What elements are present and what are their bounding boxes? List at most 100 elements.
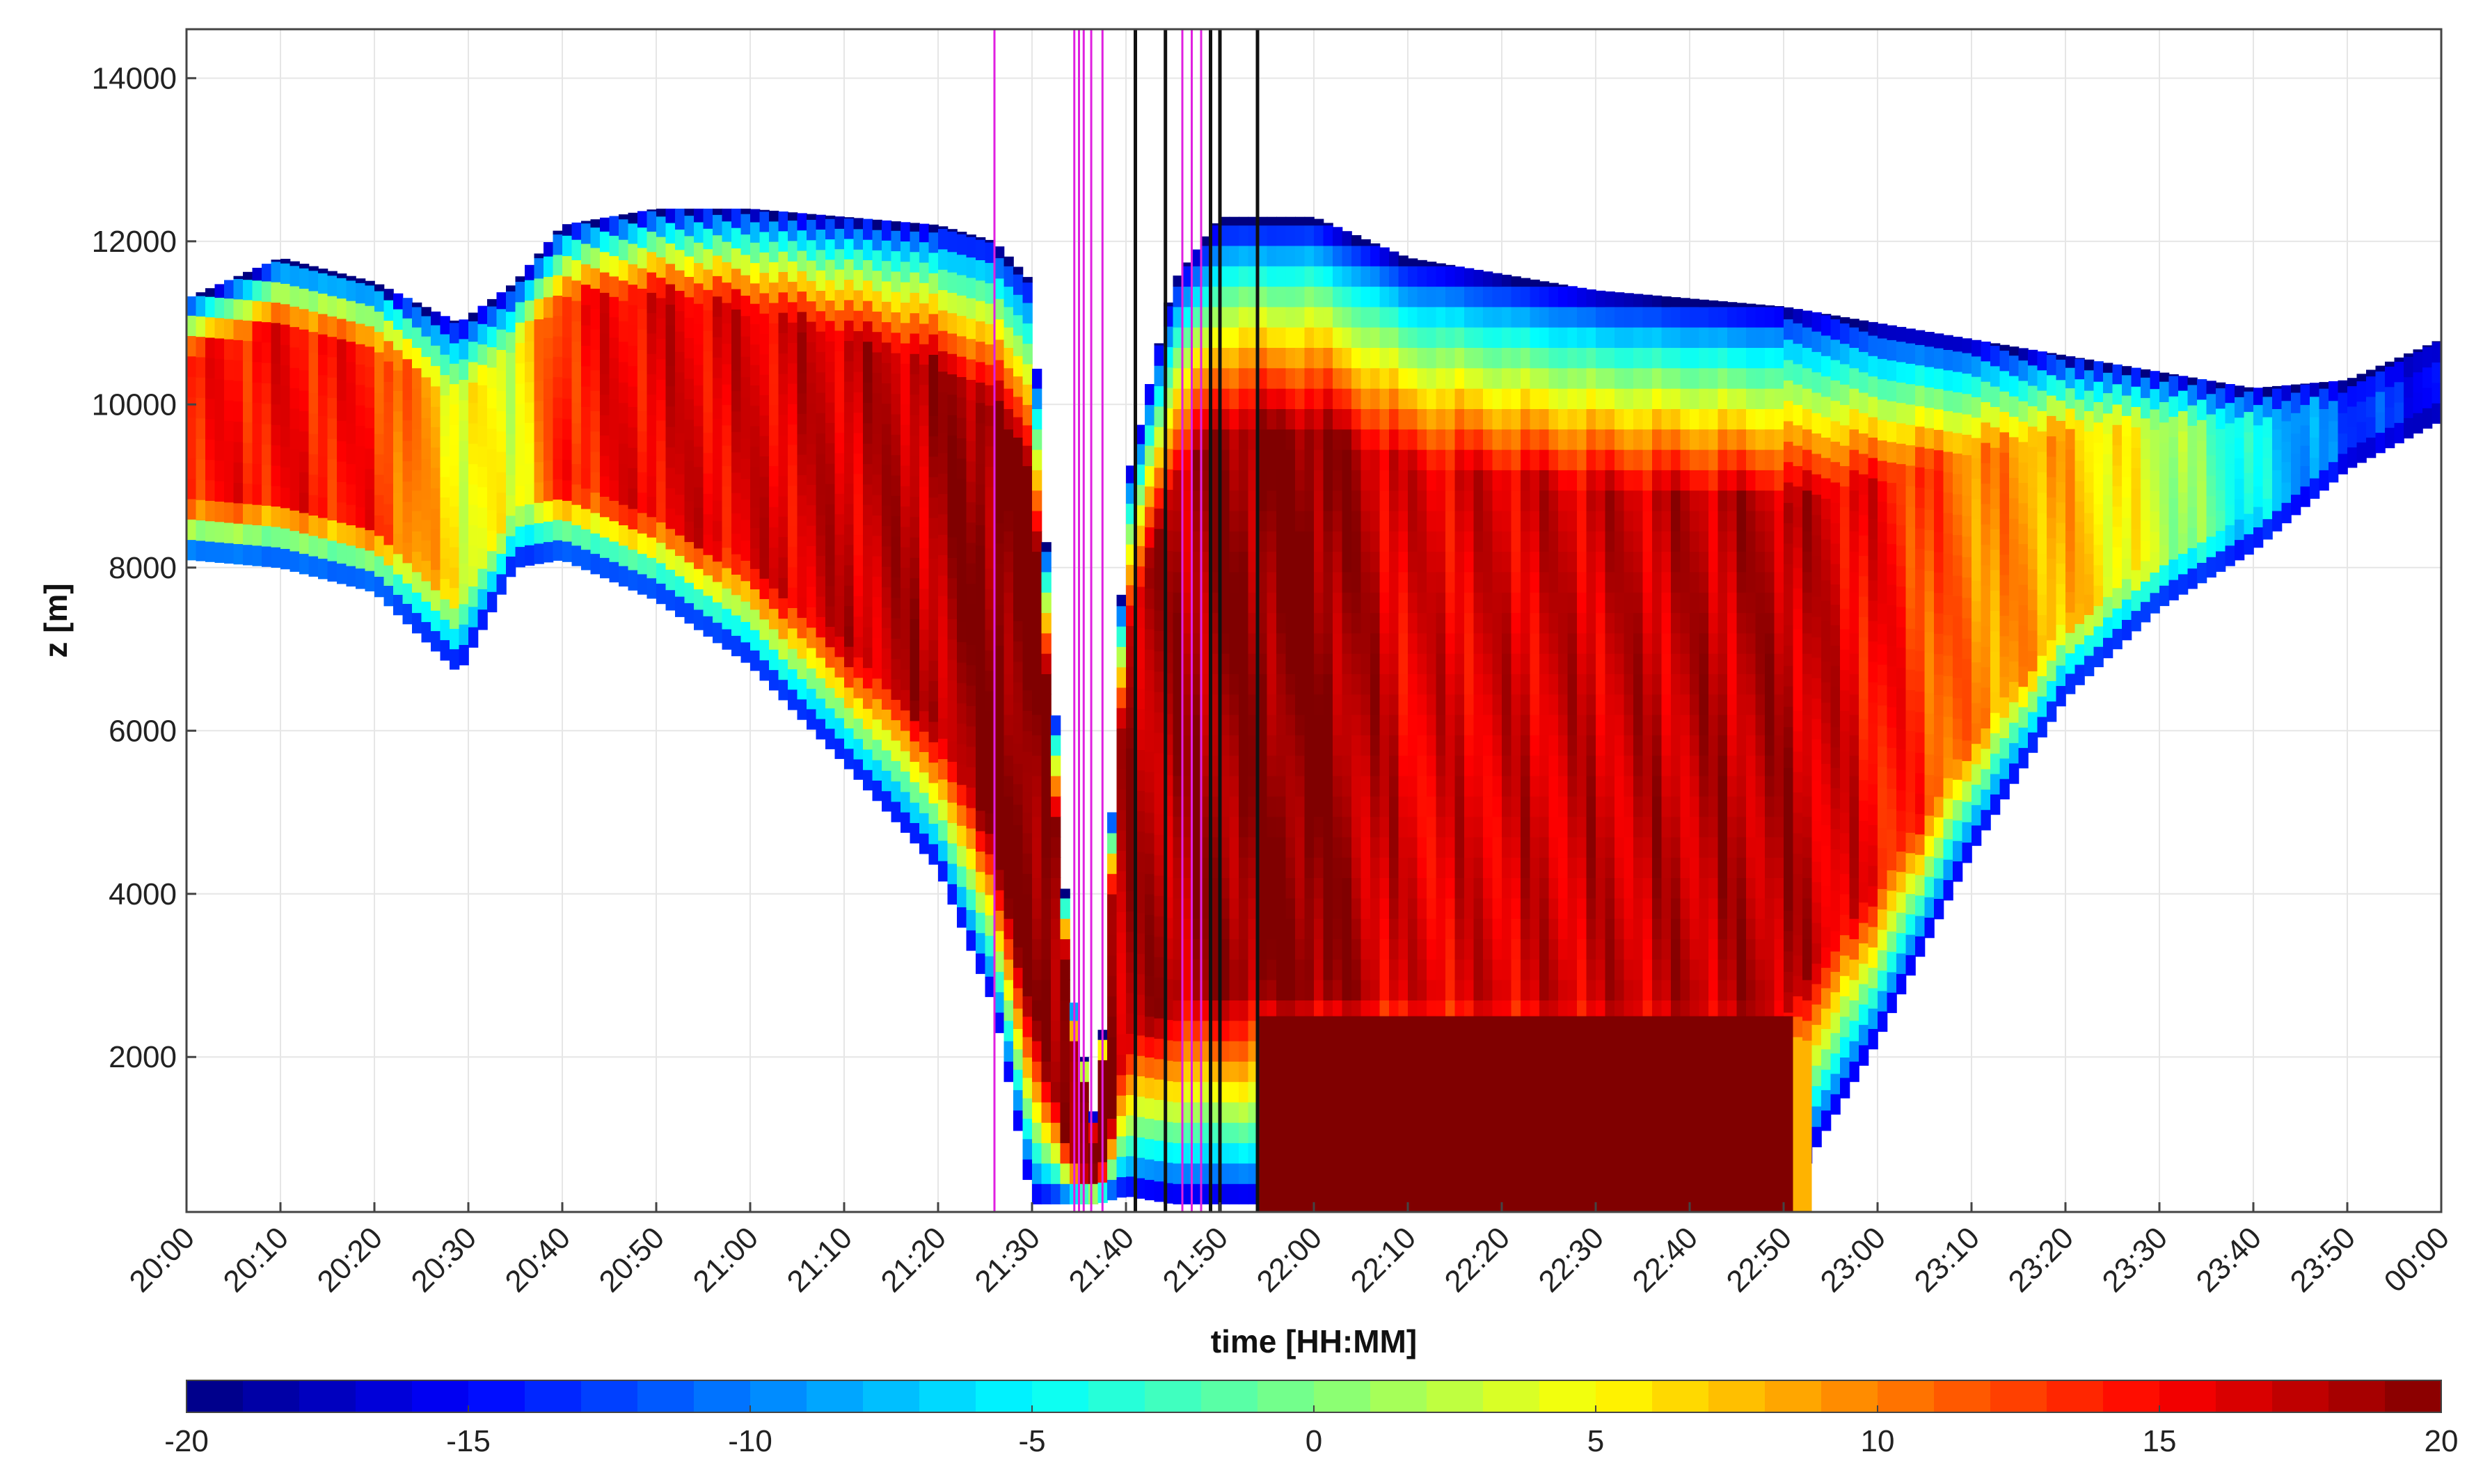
heat-cell: [1502, 408, 1512, 430]
heat-cell: [1182, 429, 1193, 450]
heat-cell: [788, 669, 798, 690]
heat-cell: [431, 569, 441, 591]
heat-cell: [383, 381, 394, 403]
heat-cell: [459, 583, 469, 605]
heat-cell: [919, 609, 930, 630]
heat-cell: [1154, 385, 1164, 407]
heat-cell: [957, 621, 967, 643]
heat-cell: [928, 843, 939, 865]
heat-cell: [1032, 1040, 1042, 1062]
heat-cell: [938, 412, 949, 433]
heat-cell: [1126, 992, 1136, 1014]
heat-cell: [1521, 632, 1531, 654]
heat-cell: [477, 506, 488, 528]
heat-cell: [1210, 490, 1221, 511]
heat-cell: [346, 422, 356, 444]
heat-cell: [994, 400, 1005, 422]
heat-cell: [788, 301, 798, 323]
heat-cell: [477, 364, 488, 385]
heat-cell: [985, 303, 995, 324]
heat-cell: [1182, 490, 1193, 511]
heat-cell: [1295, 510, 1306, 532]
heat-cell: [646, 394, 657, 415]
heat-cell: [1605, 653, 1615, 674]
heat-cell: [421, 601, 431, 623]
heat-cell: [1285, 286, 1296, 308]
heat-cell: [1652, 897, 1663, 919]
heat-cell: [928, 823, 939, 845]
heat-cell: [1577, 287, 1587, 308]
heat-cell: [1342, 571, 1352, 593]
heat-cell: [544, 399, 554, 420]
heat-cell: [1690, 632, 1700, 654]
heat-cell: [308, 311, 319, 333]
heat-cell: [1323, 735, 1333, 756]
heat-cell: [1041, 542, 1052, 552]
heat-cell: [1558, 1000, 1569, 1021]
heat-cell: [412, 367, 422, 389]
heat-cell: [1201, 939, 1212, 960]
heat-cell: [1652, 1000, 1663, 1021]
heat-cell: [957, 764, 967, 785]
heat-cell: [1032, 939, 1042, 960]
heat-cell: [1314, 306, 1324, 328]
heat-cell: [1361, 266, 1371, 287]
heat-cell: [740, 295, 751, 317]
heat-cell: [1624, 531, 1634, 552]
heat-cell: [1145, 424, 1155, 446]
heat-cell: [1126, 564, 1136, 586]
heat-cell: [600, 394, 610, 415]
heat-cell: [1511, 673, 1521, 695]
heat-cell: [872, 413, 882, 434]
heat-cell: [910, 516, 920, 538]
heat-cell: [928, 598, 939, 620]
heat-cell: [1107, 1097, 1118, 1119]
heat-cell: [1624, 796, 1634, 817]
heat-cell: [1210, 673, 1221, 695]
heat-cell: [1408, 673, 1418, 695]
heat-cell: [1530, 347, 1540, 369]
heat-cell: [1229, 632, 1239, 654]
heat-cell: [694, 324, 704, 345]
heat-cell: [299, 267, 310, 289]
heat-cell: [1003, 571, 1014, 593]
heat-cell: [788, 566, 798, 588]
heat-cell: [1548, 857, 1559, 879]
heat-cell: [571, 260, 582, 281]
heat-cell: [1239, 490, 1249, 511]
heat-cell: [694, 527, 704, 549]
heat-cell: [1239, 816, 1249, 838]
heat-cell: [1154, 609, 1164, 631]
heat-cell: [412, 592, 422, 614]
heat-cell: [1032, 959, 1042, 980]
heat-cell: [985, 894, 995, 916]
heat-cell: [637, 349, 648, 371]
heat-cell: [1464, 510, 1475, 532]
heat-cell: [759, 415, 770, 436]
heat-cell: [1558, 653, 1569, 674]
heat-cell: [1502, 531, 1512, 552]
heat-cell: [1558, 877, 1569, 899]
heat-cell: [1116, 1074, 1127, 1096]
heat-cell: [1530, 429, 1540, 450]
heat-cell: [1671, 408, 1681, 430]
heat-cell: [1041, 979, 1052, 1000]
heat-cell: [1173, 1122, 1183, 1144]
heat-cell: [1032, 694, 1042, 715]
heat-cell: [1145, 731, 1155, 752]
heat-cell: [807, 688, 817, 710]
heat-cell: [1342, 857, 1352, 879]
heat-cell: [1521, 816, 1531, 838]
heat-cell: [1304, 653, 1315, 674]
heat-cell: [1022, 588, 1033, 609]
heat-cell: [1445, 306, 1456, 328]
heat-cell: [985, 976, 995, 998]
heat-cell: [1145, 1036, 1155, 1058]
heat-cell: [1060, 1163, 1070, 1184]
heat-cell: [1511, 347, 1521, 369]
heat-cell: [1596, 429, 1606, 450]
heat-cell: [1304, 979, 1315, 1000]
heat-cell: [1295, 216, 1306, 226]
heat-cell: [233, 502, 244, 524]
heat-cell: [1173, 326, 1183, 348]
